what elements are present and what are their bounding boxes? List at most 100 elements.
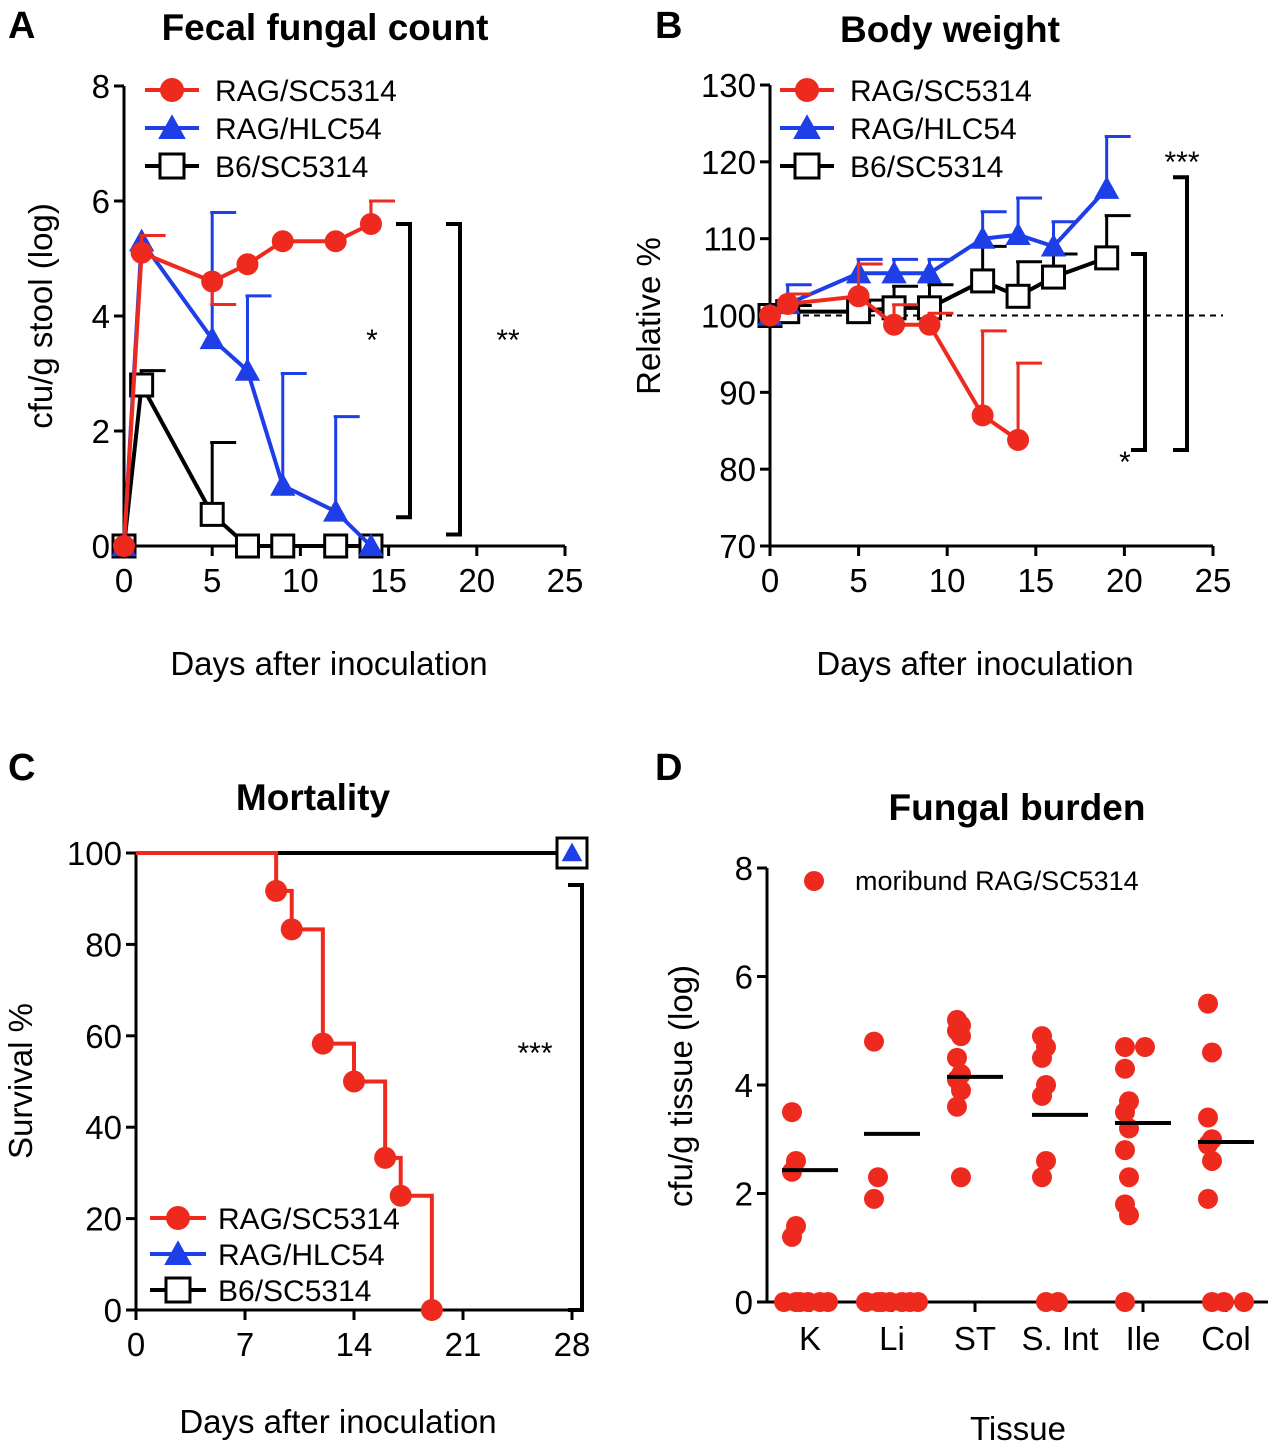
data-point [1119, 1167, 1139, 1188]
data-point [199, 501, 225, 527]
data-point [864, 1188, 884, 1209]
data-point [265, 879, 288, 902]
data-point [918, 313, 941, 336]
panel-a-significance-label: ** [496, 324, 520, 357]
data-point [782, 1102, 802, 1123]
panel-c-xtick-label: 7 [236, 1326, 254, 1363]
panel-b-ytick-label: 80 [719, 451, 756, 488]
panel-b-ytick-label: 70 [719, 528, 756, 565]
panel-b-ytick-label: 90 [719, 374, 756, 411]
data-point [1115, 1140, 1135, 1161]
panel-a-significance-label: * [366, 324, 378, 357]
data-point [374, 1146, 397, 1169]
panel-a-significance-bracket [446, 222, 462, 537]
data-point [1048, 1292, 1068, 1312]
data-point [343, 1070, 365, 1093]
data-point [130, 241, 153, 264]
panel-d-title: Fungal burden [889, 787, 1146, 828]
panel-c-xlabel: Days after inoculation [179, 1403, 496, 1440]
data-point [1041, 264, 1067, 290]
data-point [969, 226, 996, 249]
data-point [790, 1292, 810, 1312]
data-point [113, 535, 135, 557]
panel-a-ytick-label: 8 [92, 68, 110, 105]
panel-a-title: Fecal fungal count [162, 7, 489, 48]
panel-b-xtick-label: 25 [1195, 562, 1232, 599]
data-point [759, 304, 781, 327]
panel-d-ytick-label: 2 [735, 1176, 753, 1213]
data-point [1040, 233, 1067, 257]
panel-d-xtick-label: Li [879, 1320, 905, 1357]
data-point [236, 253, 259, 276]
panel-b-ytick-label: 110 [703, 221, 756, 258]
data-point [881, 260, 907, 284]
panel-d-ytick-label: 0 [735, 1284, 753, 1321]
data-point [1135, 1037, 1155, 1058]
data-point [1198, 1188, 1218, 1209]
panel-b-xtick-label: 20 [1106, 562, 1143, 599]
panel-d-ytick-label: 4 [735, 1067, 753, 1104]
data-point [908, 1292, 928, 1312]
panel-c-xtick-label: 21 [445, 1326, 482, 1363]
panel-letter-c: C [8, 747, 35, 789]
data-point [199, 326, 225, 350]
legend-marker-triangle [158, 114, 186, 140]
panel-c-xtick-label: 28 [554, 1326, 591, 1363]
legend-marker-circle [160, 78, 184, 102]
data-point [1094, 245, 1120, 271]
legend-label: B6/SC5314 [218, 1275, 371, 1308]
data-point [868, 1167, 888, 1188]
panel-letter-d: D [655, 747, 682, 789]
panel-a-xtick-label: 25 [547, 562, 584, 599]
data-point [1198, 1134, 1218, 1155]
data-point [1202, 1042, 1222, 1063]
panel-b-ytick-label: 120 [701, 144, 756, 181]
legend-label: B6/SC5314 [850, 151, 1003, 184]
panel-b-ytick-label: 130 [701, 67, 756, 104]
data-point [947, 1047, 967, 1068]
panel-b-significance-bracket [1131, 252, 1147, 452]
legend-marker-circle [795, 78, 819, 102]
data-point [1198, 1107, 1218, 1128]
panel-d-xtick-label: Ile [1126, 1320, 1161, 1357]
panel-a-xtick-label: 20 [458, 562, 495, 599]
panel-c-significance-bracket [568, 882, 584, 1312]
panel-a-ytick-label: 0 [92, 528, 110, 565]
data-point [971, 404, 994, 427]
panel-a-xtick-label: 15 [370, 562, 407, 599]
data-point [201, 270, 224, 293]
panel-a-ytick-label: 2 [92, 413, 110, 450]
data-point [1198, 993, 1218, 1014]
legend-label: RAG/SC5314 [215, 75, 397, 108]
data-point [271, 230, 294, 253]
panel-b-ylabel: Relative % [630, 237, 667, 395]
legend-label: RAG/HLC54 [218, 1239, 385, 1272]
series-line-b6-sc5314 [122, 378, 371, 548]
panel-c-xtick-label: 0 [127, 1326, 145, 1363]
legend-marker-square [164, 1276, 192, 1304]
panel-d-xtick-label: S. Int [1021, 1320, 1098, 1357]
data-point [561, 842, 583, 862]
panel-c-ylabel: Survival % [2, 1003, 39, 1159]
data-point [1032, 1047, 1052, 1068]
data-point [1119, 1205, 1139, 1226]
series-line-rag-hlc54 [122, 235, 373, 548]
data-point [323, 533, 349, 559]
data-point [324, 230, 347, 253]
panel-d-xlabel: Tissue [970, 1410, 1066, 1447]
data-point [1032, 1085, 1052, 1106]
data-point [389, 1184, 412, 1207]
legend-marker-triangle [793, 114, 821, 140]
panel-a-ylabel: cfu/g stool (log) [22, 203, 59, 429]
data-point [311, 1032, 334, 1055]
data-point [420, 1299, 443, 1321]
data-point [856, 1292, 876, 1312]
panel-b-significance-label: *** [1164, 146, 1199, 179]
legend-marker-circle [804, 871, 824, 891]
data-point [892, 1292, 912, 1312]
data-point [1005, 283, 1031, 309]
data-point [1115, 1102, 1135, 1123]
panel-c-title: Mortality [236, 777, 391, 818]
panel-b-xtick-label: 5 [849, 562, 867, 599]
